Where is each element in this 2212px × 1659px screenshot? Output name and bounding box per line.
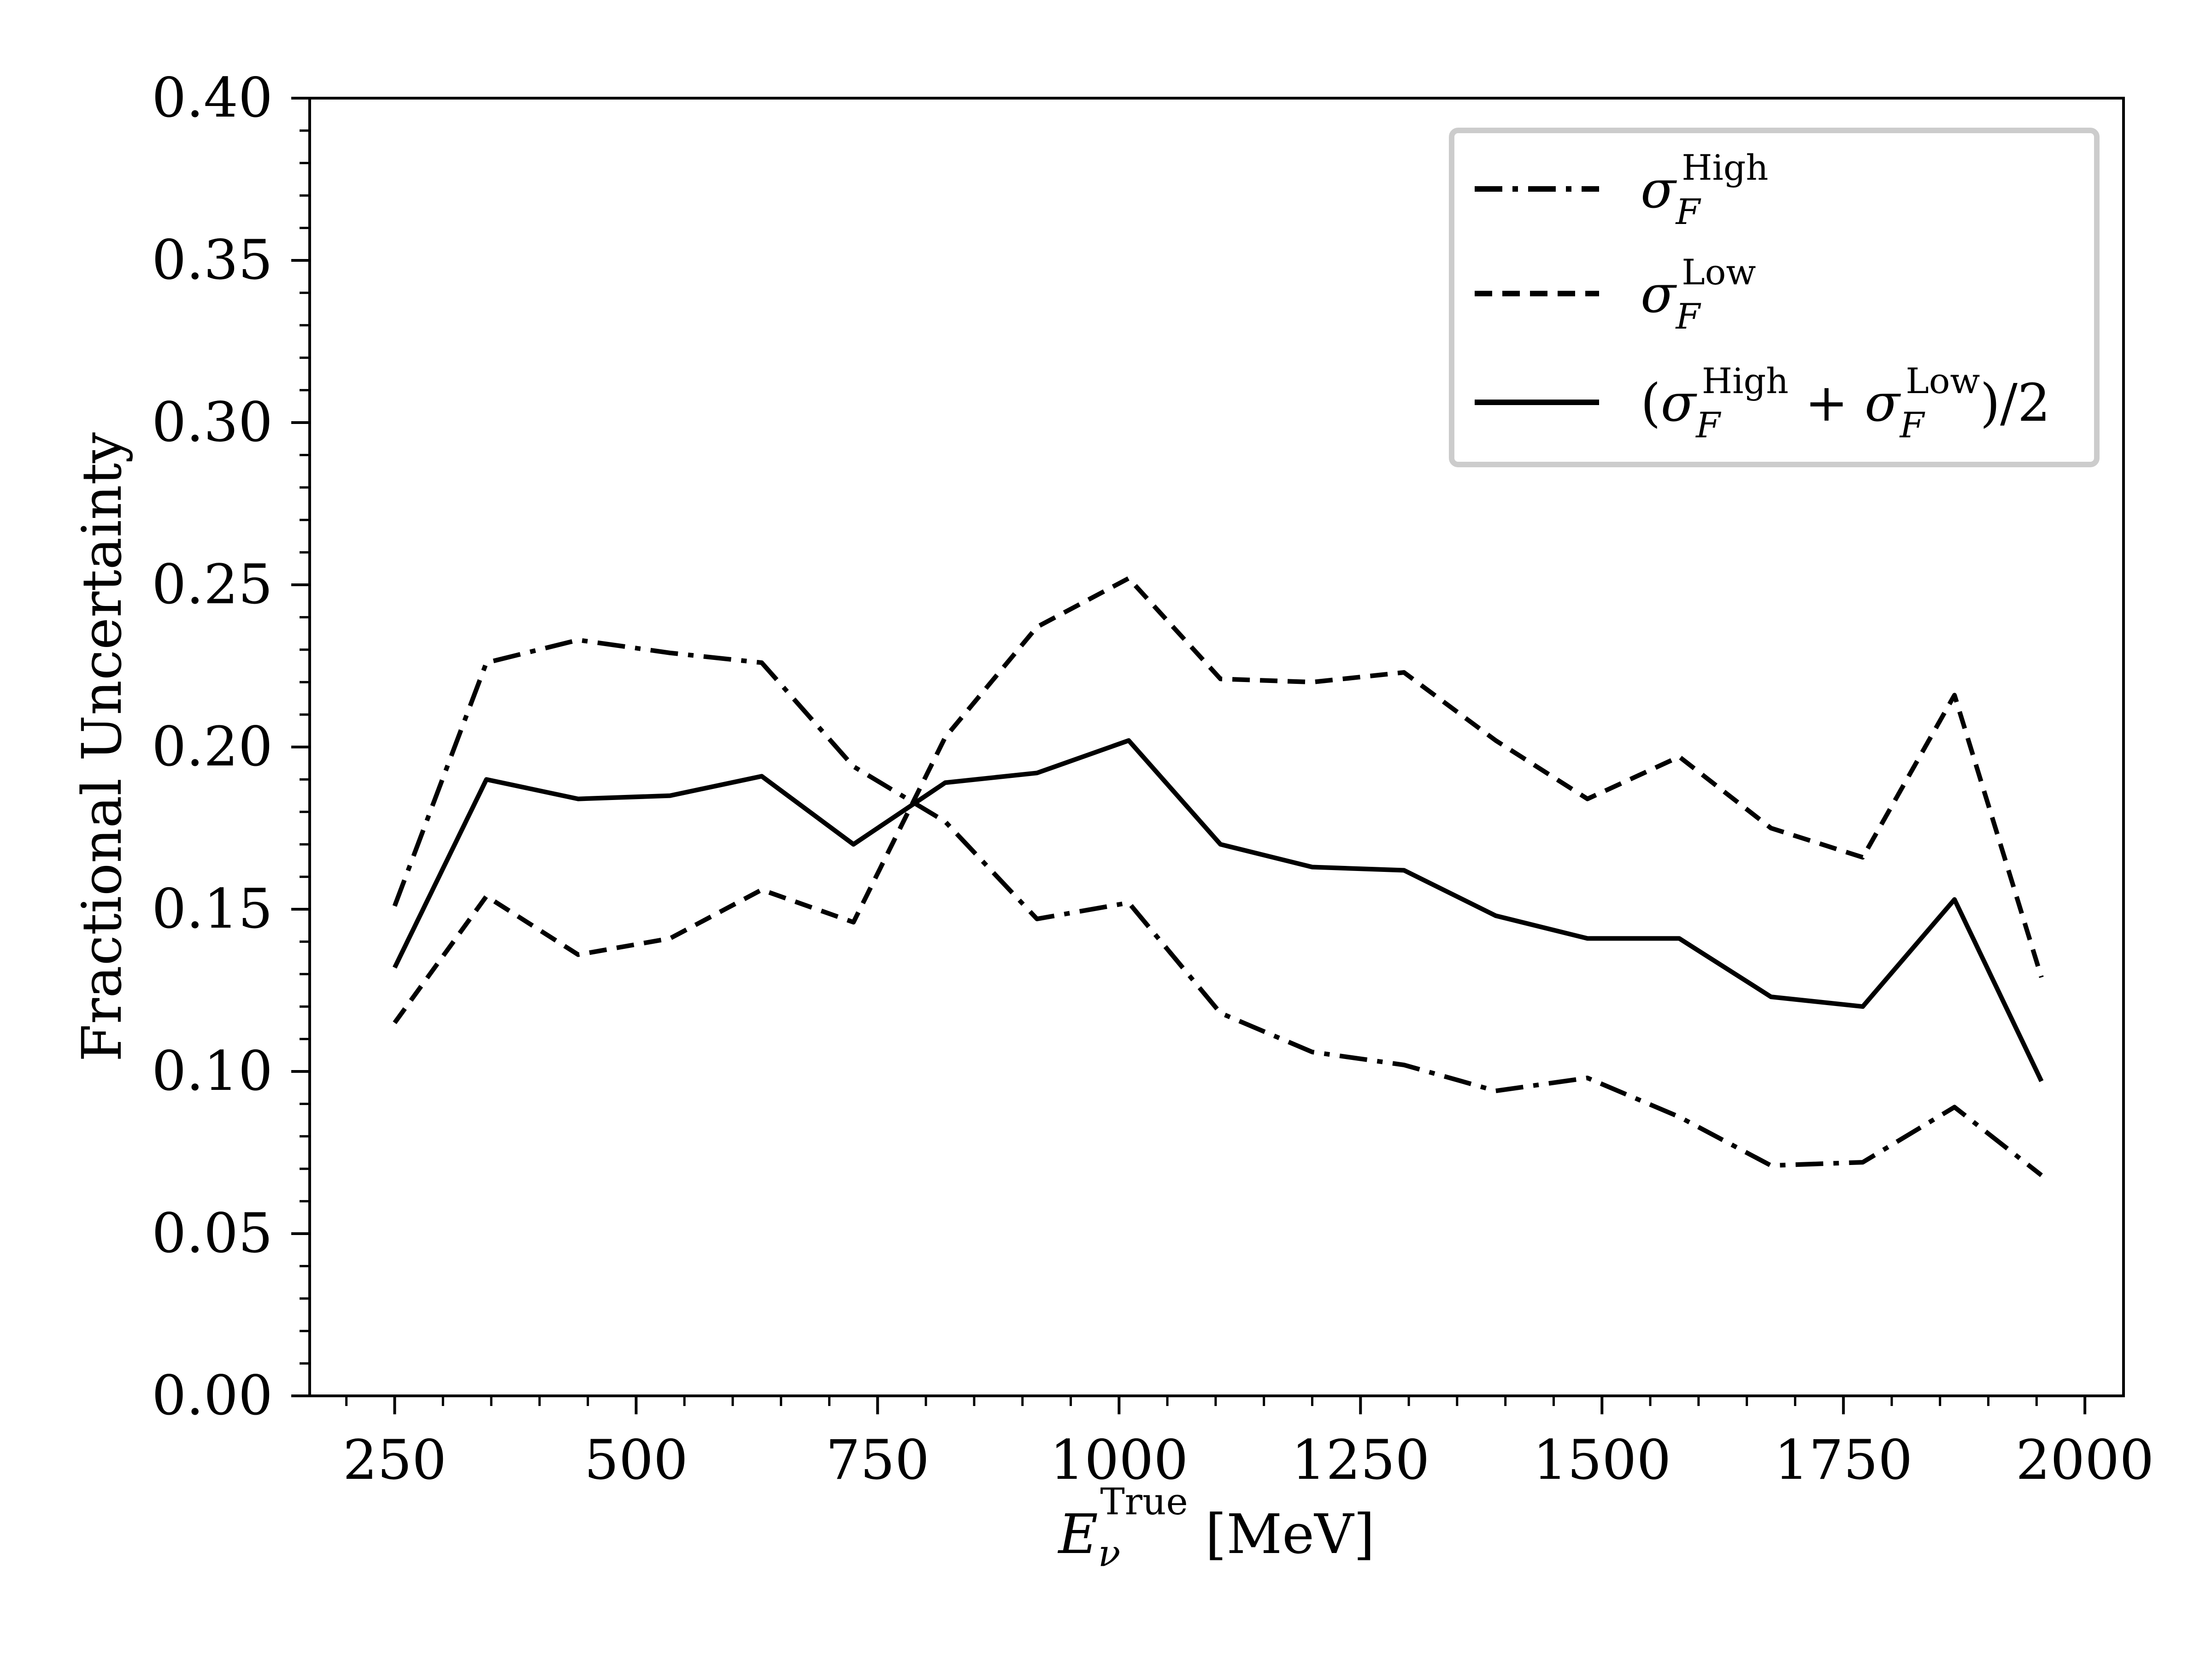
series-low-point xyxy=(1127,577,1130,580)
series-average-point xyxy=(577,797,580,801)
series-high-point xyxy=(1035,917,1039,921)
series-average-point xyxy=(760,774,764,778)
x-axis-label-superscript: True xyxy=(1100,1480,1188,1523)
legend-label-high: σFHigh xyxy=(1641,147,1768,232)
series-high-point xyxy=(1310,1050,1314,1054)
series-low-point xyxy=(1310,680,1314,684)
series-low-point xyxy=(1861,855,1865,859)
series-high-point xyxy=(393,904,396,908)
series-layer xyxy=(392,576,2044,1177)
series-low-point xyxy=(1218,677,1222,681)
series-low-point xyxy=(393,1021,396,1024)
series-average-point xyxy=(1218,842,1222,846)
x-tick-label: 1750 xyxy=(1774,1428,1912,1492)
series-average-point xyxy=(1677,936,1681,940)
series-low-point xyxy=(943,735,947,739)
y-tick-label: 0.20 xyxy=(152,715,273,778)
series-average-point xyxy=(1402,869,1406,872)
series-high-point xyxy=(1769,1164,1773,1167)
series-low-point xyxy=(1769,826,1773,830)
series-low-point xyxy=(852,920,855,924)
series-high-point xyxy=(668,651,672,655)
series-average-point xyxy=(1310,865,1314,869)
series-high-point xyxy=(1677,1115,1681,1119)
series-high-point xyxy=(760,661,764,665)
series-low-point xyxy=(1586,797,1589,801)
series-average-point xyxy=(2040,1079,2043,1083)
series-low-point xyxy=(1402,671,1406,674)
tick-labels: 250 500 750 1000 1250 1500 1750 2000 0.00 0.05 0.1… xyxy=(152,66,2154,1492)
series-high-point xyxy=(1218,1011,1222,1015)
series-low-point xyxy=(577,953,580,957)
series-low-point xyxy=(1035,625,1039,629)
legend-label-average: (σFHigh + σFLow)/2 xyxy=(1641,360,2050,446)
x-tick-label: 750 xyxy=(826,1428,930,1492)
x-axis-label-unit: [MeV] xyxy=(1188,1502,1375,1566)
y-axis-label: Fractional Uncertainty xyxy=(70,432,134,1062)
plot-area-frame xyxy=(308,97,2125,1397)
series-low-point xyxy=(668,936,672,940)
y-tick-label: 0.40 xyxy=(152,66,273,129)
legend-label-low: σFLow xyxy=(1641,252,1756,337)
series-low-point xyxy=(760,888,764,892)
series-high-point xyxy=(943,820,947,824)
series-average-point xyxy=(852,842,855,846)
series-average-point xyxy=(668,794,672,798)
x-axis-label-subscript: ν xyxy=(1098,1532,1121,1575)
series-high-point xyxy=(1127,901,1130,905)
series-high-point xyxy=(577,638,580,642)
y-tick-label: 0.30 xyxy=(152,390,273,454)
y-tick-label: 0.00 xyxy=(152,1364,273,1427)
x-tick-label: 1250 xyxy=(1291,1428,1430,1492)
series-low-point xyxy=(1953,693,1956,697)
series-average-point xyxy=(1035,771,1039,775)
axis-ticks xyxy=(291,97,2087,1414)
legend-box xyxy=(1449,128,2100,467)
series-high-point xyxy=(852,765,855,768)
series-low-line xyxy=(393,576,2044,1024)
series-average-point xyxy=(1861,1005,1865,1008)
series-low-point xyxy=(485,894,488,898)
series-high-point xyxy=(1402,1063,1406,1067)
y-tick-label: 0.10 xyxy=(152,1039,273,1103)
series-high-point xyxy=(1494,1089,1498,1093)
series-high-point xyxy=(1953,1105,1956,1109)
series-average-point xyxy=(1769,995,1773,999)
series-high-point xyxy=(1861,1160,1865,1164)
series-average-point xyxy=(1127,739,1130,742)
y-tick-label: 0.15 xyxy=(152,877,273,941)
x-tick-label: 1000 xyxy=(1050,1428,1188,1492)
series-average-point xyxy=(393,966,396,970)
series-high-point xyxy=(2040,1173,2043,1177)
series-high-line xyxy=(392,637,2043,1177)
series-average-point xyxy=(485,777,488,781)
series-average-point xyxy=(1586,936,1589,940)
x-tick-label: 500 xyxy=(584,1428,688,1492)
series-high-point xyxy=(1586,1076,1589,1080)
x-tick-label: 2000 xyxy=(2016,1428,2154,1492)
series-low-point xyxy=(1677,755,1681,759)
x-axis-label-symbol: E xyxy=(1058,1502,1098,1566)
x-axis-label: Eν True [MeV] xyxy=(1058,1480,1375,1575)
legend: σFHigh σFLow (σFHigh + σFLow)/2 xyxy=(1449,128,2100,467)
x-tick-label: 1500 xyxy=(1533,1428,1671,1492)
y-tick-label: 0.25 xyxy=(152,553,273,616)
series-low-point xyxy=(2040,976,2043,979)
series-low-point xyxy=(1494,739,1498,742)
series-average-line xyxy=(392,738,2044,1082)
y-tick-label: 0.05 xyxy=(152,1201,273,1265)
series-high-point xyxy=(485,661,488,665)
series-average-point xyxy=(1953,898,1956,901)
y-tick-label: 0.35 xyxy=(152,228,273,292)
series-average-point xyxy=(1494,914,1498,918)
series-average-point xyxy=(943,781,947,784)
x-tick-label: 250 xyxy=(343,1428,447,1492)
